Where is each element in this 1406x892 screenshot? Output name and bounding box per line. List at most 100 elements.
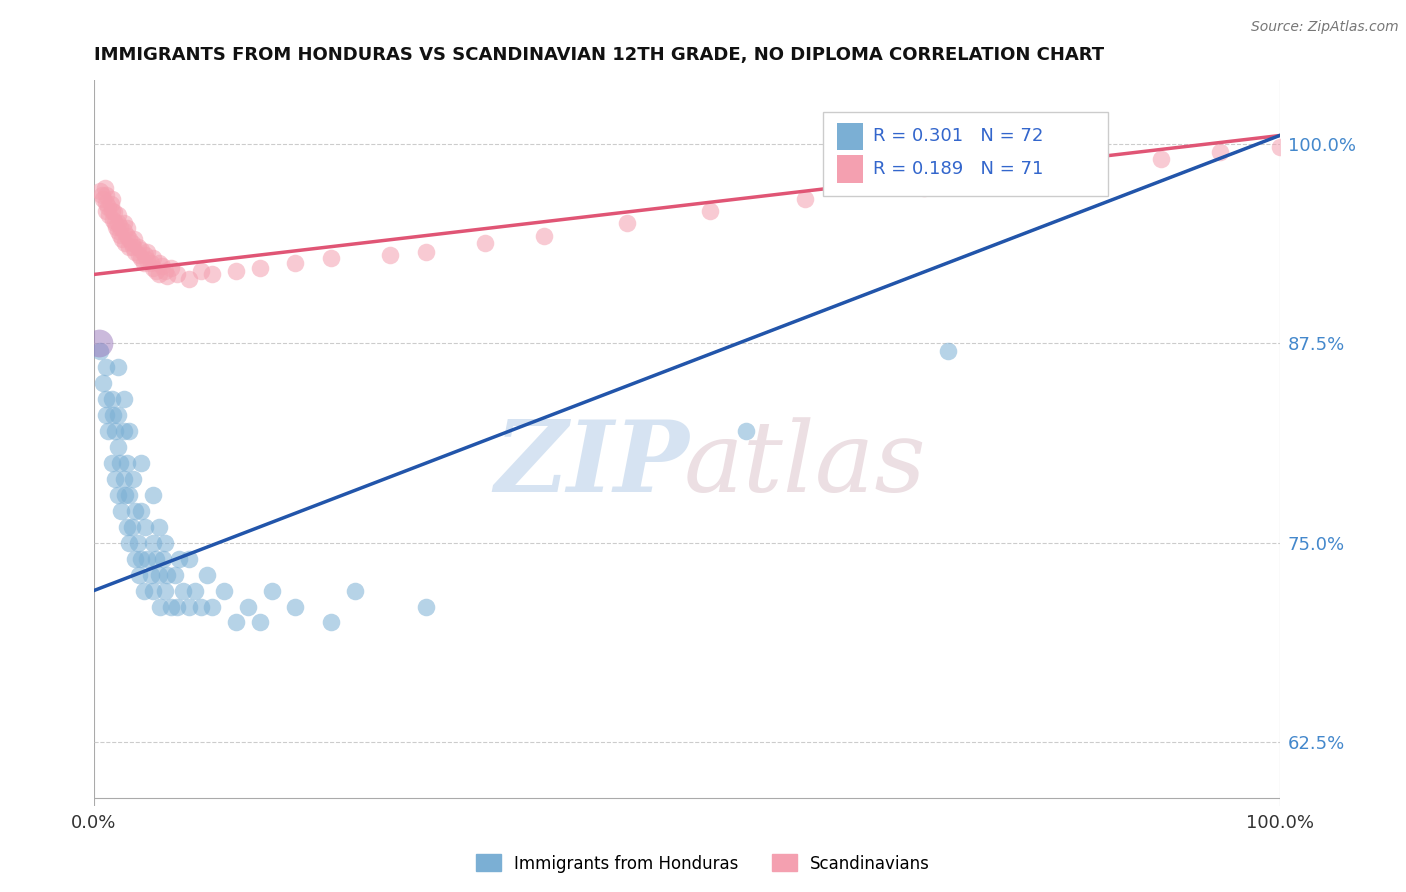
Point <box>107 224 129 238</box>
Point <box>139 567 162 582</box>
Point <box>319 252 342 266</box>
Point <box>104 216 127 230</box>
Point <box>89 185 111 199</box>
Point <box>91 187 114 202</box>
Point <box>190 599 212 614</box>
Point <box>127 240 149 254</box>
Point <box>249 615 271 630</box>
Point <box>190 264 212 278</box>
Point <box>142 488 165 502</box>
Point <box>415 599 437 614</box>
FancyBboxPatch shape <box>838 122 863 150</box>
Point <box>115 229 138 244</box>
Point <box>153 535 176 549</box>
Point <box>112 224 135 238</box>
Point <box>136 245 159 260</box>
Point <box>103 205 125 219</box>
Point <box>150 260 173 274</box>
Point <box>94 187 117 202</box>
Point <box>93 181 115 195</box>
Point <box>236 599 259 614</box>
Point <box>142 261 165 276</box>
Point <box>107 440 129 454</box>
Point <box>134 519 156 533</box>
Point <box>107 208 129 222</box>
Point <box>148 567 170 582</box>
Point <box>131 504 153 518</box>
Point <box>112 216 135 230</box>
Point <box>284 599 307 614</box>
Point <box>169 551 191 566</box>
Point <box>104 472 127 486</box>
Point <box>118 240 141 254</box>
FancyBboxPatch shape <box>823 112 1108 196</box>
Point <box>87 336 110 351</box>
Point <box>136 253 159 268</box>
Point <box>166 599 188 614</box>
Point <box>533 229 555 244</box>
Point <box>112 472 135 486</box>
Point <box>201 599 224 614</box>
Point <box>122 232 145 246</box>
Point <box>97 200 120 214</box>
Point <box>124 504 146 518</box>
Point <box>127 535 149 549</box>
Point <box>1268 139 1291 153</box>
Point <box>319 615 342 630</box>
Point <box>118 424 141 438</box>
Point <box>94 359 117 374</box>
Point <box>121 235 143 250</box>
Point <box>166 268 188 282</box>
Point <box>415 245 437 260</box>
Point <box>172 583 194 598</box>
Point <box>1031 169 1053 183</box>
Point <box>108 456 131 470</box>
Point <box>122 472 145 486</box>
Point <box>112 392 135 406</box>
Point <box>214 583 236 598</box>
Point <box>128 248 150 262</box>
Point <box>153 264 176 278</box>
Point <box>163 567 186 582</box>
Point <box>139 256 162 270</box>
Point <box>201 268 224 282</box>
Point <box>260 583 283 598</box>
FancyBboxPatch shape <box>838 155 863 183</box>
Point <box>195 567 218 582</box>
Point <box>936 344 959 359</box>
Point <box>114 235 136 250</box>
Point <box>107 216 129 230</box>
Point <box>160 599 183 614</box>
Point <box>134 248 156 262</box>
Text: atlas: atlas <box>683 417 927 512</box>
Point <box>93 376 115 390</box>
Point <box>124 245 146 260</box>
Point <box>124 551 146 566</box>
Point <box>156 567 179 582</box>
Point <box>284 256 307 270</box>
Text: R = 0.301   N = 72: R = 0.301 N = 72 <box>873 128 1043 145</box>
Point <box>98 208 121 222</box>
Text: ZIP: ZIP <box>495 417 689 513</box>
Point <box>107 488 129 502</box>
Point <box>1209 145 1232 159</box>
Point <box>94 195 117 210</box>
Point <box>107 359 129 374</box>
Point <box>177 599 200 614</box>
Point <box>115 456 138 470</box>
Point <box>118 232 141 246</box>
Point <box>1150 153 1173 167</box>
Point <box>225 615 247 630</box>
Point <box>114 488 136 502</box>
Text: IMMIGRANTS FROM HONDURAS VS SCANDINAVIAN 12TH GRADE, NO DIPLOMA CORRELATION CHAR: IMMIGRANTS FROM HONDURAS VS SCANDINAVIAN… <box>94 46 1104 64</box>
Point <box>108 227 131 242</box>
Point <box>94 392 117 406</box>
Point <box>93 193 115 207</box>
Point <box>131 252 153 266</box>
Point <box>100 456 122 470</box>
Point <box>177 551 200 566</box>
Point <box>153 583 176 598</box>
Point <box>118 488 141 502</box>
Point <box>101 408 124 422</box>
Point <box>148 519 170 533</box>
